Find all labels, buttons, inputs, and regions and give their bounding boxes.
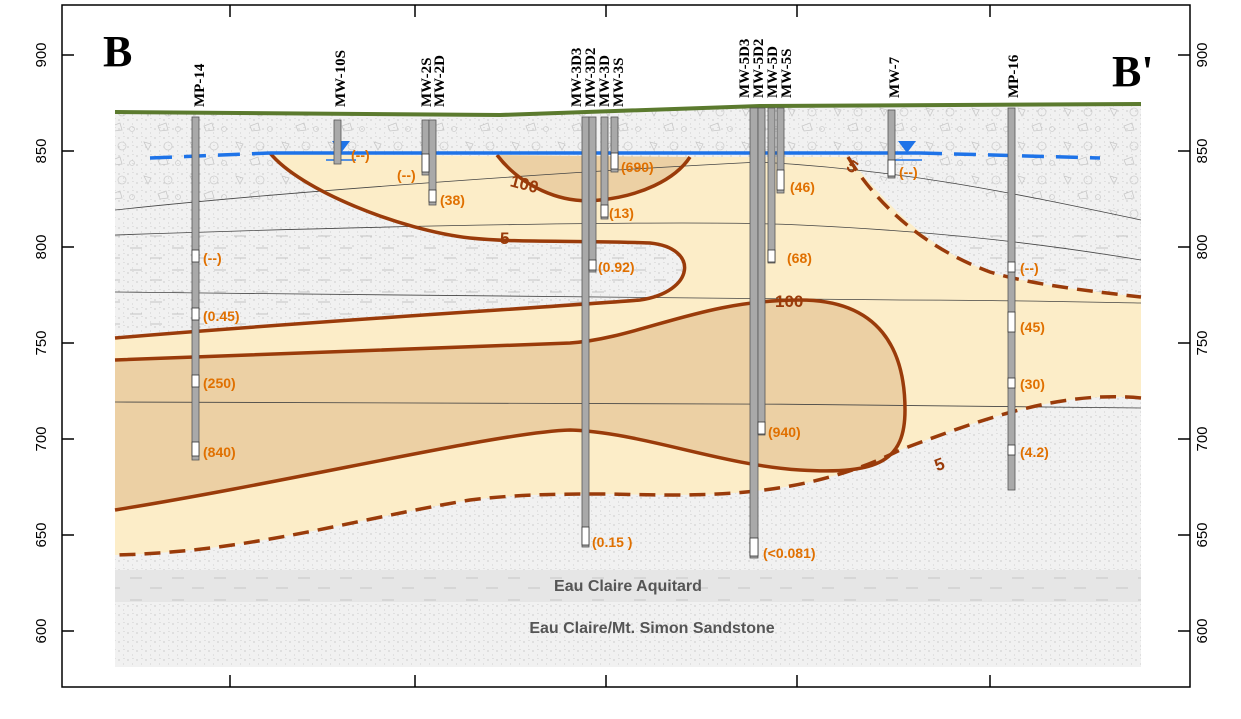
well-MW-5D [767,107,776,264]
contour-100-main [114,298,907,512]
well-label: MP-16 [1006,54,1022,98]
well-label: MW-5S [779,49,795,98]
well-label: MW-3D3 [569,48,585,107]
section-end-label: B' [1112,47,1154,96]
well-label: MW-3S [611,58,627,107]
axis-tick-label: 600 [1194,618,1211,643]
axis-tick-label: 850 [33,138,50,163]
contour-label: 5 [500,229,509,248]
plot-frame [61,4,1191,688]
concentration-label: (840) [203,444,236,460]
concentration-label: (--) [1020,260,1039,276]
concentration-label: (--) [397,167,416,183]
right-axis-labels: 900 850 800 750 700 650 600 [1194,42,1211,643]
well-MW-3D [600,116,609,220]
axis-tick-label: 750 [1194,330,1211,355]
well-label: MW-10S [333,50,349,107]
well-label: MW-5D3 [737,39,753,98]
well-MP-16 [1007,107,1016,491]
well-MP-14 [191,116,200,461]
concentration-label: (30) [1020,376,1045,392]
well-label: MW-5D2 [751,39,767,98]
axis-tick-label: 600 [33,618,50,643]
well-labels: MP-14 MW-10S MW-2S MW-2D MW-3D3 MW-3D2 M… [192,39,1022,107]
contour-100-upper [495,153,692,203]
axis-tick-label: 750 [33,330,50,355]
well-MW-3D3 [581,116,590,548]
concentration-label: (--) [351,147,370,163]
concentration-label: (0.15 ) [592,534,632,550]
well-casings [191,107,1016,559]
aquitard-label: Eau Claire Aquitard [554,578,702,595]
concentration-label: (45) [1020,319,1045,335]
well-MW-3D2 [588,116,597,273]
concentration-label: (690) [621,159,654,175]
well-label: MP-14 [192,63,208,107]
contour-label: 100 [775,292,803,311]
well-label: MW-2D [432,55,448,107]
well-screens [191,152,1016,557]
concentration-label: (4.2) [1020,444,1049,460]
well-MW-10S [333,119,342,165]
concentration-label: (46) [790,179,815,195]
concentration-label: (0.92) [598,259,635,275]
well-label: MW-2S [419,58,435,107]
well-MW-7 [887,109,896,179]
contour-lines [114,151,1142,557]
well-label: MW-3D2 [583,48,599,107]
axis-tick-label: 650 [1194,522,1211,547]
well-label: MW-7 [887,56,903,98]
concentration-label: (<0.081) [763,545,816,561]
section-start-label: B [103,27,132,76]
ground-surface [114,102,1142,118]
axis-tick-label: 800 [33,234,50,259]
concentration-label: (940) [768,424,801,440]
concentration-label: (--) [203,250,222,266]
contour-5-upper [114,151,687,340]
axis-tick-label: 900 [33,42,50,67]
axis-tick-label: 650 [33,522,50,547]
well-label: MW-3D [597,55,613,107]
concentration-label: (38) [440,192,465,208]
axis-tick-label: 850 [1194,138,1211,163]
axis-ticks [62,5,1190,687]
contour-5-lower-dashed [114,394,1142,557]
well-label: MW-5D [765,46,781,98]
well-MW-5D3 [749,107,759,559]
well-MW-5S [776,107,785,194]
concentration-label: (250) [203,375,236,391]
concentration-label: (--) [899,164,918,180]
axis-tick-label: 700 [33,426,50,451]
well-MW-5D2 [757,107,766,436]
left-axis-labels: 900 850 800 750 700 650 600 [33,42,50,643]
well-MW-3S [610,116,619,173]
concentration-labels: (--) (--) (38) (690) (13) (0.92) (46) (6… [203,147,1049,561]
sandstone-label: Eau Claire/Mt. Simon Sandstone [529,620,774,637]
axis-tick-label: 900 [1194,42,1211,67]
axis-tick-label: 700 [1194,426,1211,451]
water-level-marker [898,141,916,153]
concentration-label: (68) [787,250,812,266]
contour-5-right-dashed [846,156,1142,299]
concentration-label: (13) [609,205,634,221]
axis-tick-label: 800 [1194,234,1211,259]
concentration-label: (0.45) [203,308,240,324]
